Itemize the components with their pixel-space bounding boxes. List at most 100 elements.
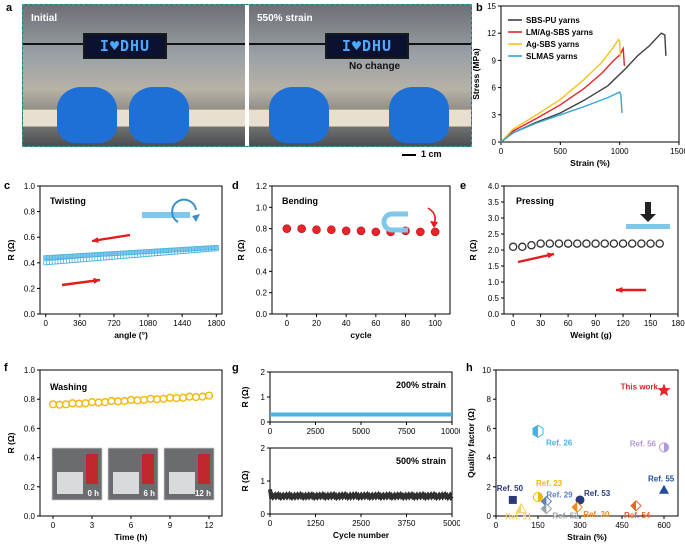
x-tick-label: 0 — [511, 319, 516, 328]
x-tick-label: 2500 — [307, 427, 325, 436]
x-tick-label: 360 — [73, 319, 87, 328]
data-point-half-fill — [533, 425, 538, 438]
y-tick-label: 0.4 — [24, 259, 36, 268]
data-point — [191, 392, 201, 402]
twist-arrow-icon — [171, 198, 197, 223]
y-tick-label: 3.0 — [488, 214, 500, 223]
glove-right-strained — [389, 87, 449, 143]
y-tick-label: 0.2 — [256, 289, 268, 298]
data-point — [120, 396, 129, 406]
y-tick-label: 2 — [261, 444, 266, 453]
x-tick-label: 90 — [591, 319, 600, 328]
data-point — [600, 239, 609, 248]
y-tick-label: 2 — [487, 483, 492, 492]
glove-left-strained — [269, 87, 329, 143]
series-line — [500, 46, 626, 143]
data-point — [213, 245, 219, 250]
point-label: Ref. 52 — [552, 512, 579, 521]
y-tick-label: 6 — [487, 424, 492, 433]
x-tick-label: 0 — [494, 521, 499, 530]
y-tick-label: 0.0 — [24, 310, 36, 319]
data-point — [100, 398, 110, 407]
panel-letter-f: f — [4, 362, 8, 374]
x-tick-label: 100 — [428, 319, 442, 328]
legend-label: Ag-SBS yarns — [526, 40, 580, 49]
y-tick-label: 0.0 — [256, 310, 268, 319]
scale-bar-label: 1 cm — [421, 149, 442, 159]
x-tick-label: 150 — [531, 521, 545, 530]
x-tick-label: 12 — [205, 521, 214, 530]
washing-time-label: 6 h — [143, 489, 155, 498]
scale-device — [113, 472, 139, 494]
point-label: Ref. 26 — [546, 438, 573, 447]
x-axis-label: Cycle number — [333, 530, 390, 540]
data-point-half-fill — [541, 496, 547, 507]
washing-time-label: 12 h — [195, 489, 211, 498]
data-point — [341, 226, 351, 236]
y-tick-label: 2.0 — [488, 246, 500, 255]
data-point — [81, 399, 90, 408]
x-tick-label: 0 — [499, 147, 504, 156]
data-point — [87, 398, 97, 407]
x-tick-label: 3 — [90, 521, 95, 530]
data-point — [609, 239, 619, 248]
y-tick-label: 2 — [261, 368, 266, 377]
x-tick-label: 150 — [644, 319, 658, 328]
x-tick-label: 0 — [43, 319, 48, 328]
legend-label: SBS-PU yarns — [526, 16, 580, 25]
x-tick-label: 9 — [168, 521, 173, 530]
y-axis-label: R (Ω) — [6, 239, 16, 260]
chart-quality-factor: 0 150 300 450 600 0 2 4 6 8 10 Strain (%) Quality fa… — [466, 366, 679, 542]
data-point — [172, 394, 181, 403]
y-tick-label: 0 — [487, 512, 492, 521]
data-point — [545, 239, 555, 248]
data-point — [297, 224, 306, 233]
y-axis-label: R (Ω) — [236, 239, 246, 260]
multimeter — [198, 454, 210, 484]
data-point — [508, 242, 518, 252]
chart-title: Bending — [282, 196, 318, 206]
cycle-trace-200 — [270, 412, 452, 417]
x-tick-label: 600 — [657, 521, 671, 530]
demo-photograph: I♥DHU Initial I♥DHU 550% strain No chang… — [22, 4, 472, 147]
y-axis-label: R (Ω) — [240, 470, 250, 491]
x-tick-label: 3750 — [398, 519, 416, 528]
x-tick-label: 2500 — [352, 519, 370, 528]
chart-bending: 0 20 40 60 80 100 0.0 0.2 0.4 0.6 0.8 1.0 1.2 cycle R … — [236, 182, 451, 340]
data-point — [371, 227, 381, 237]
data-point — [356, 226, 366, 236]
arrow-loading-head — [547, 252, 554, 259]
press-arrow-icon — [640, 214, 656, 222]
y-tick-label: 0.6 — [24, 424, 36, 433]
y-tick-label: 0.2 — [24, 284, 36, 293]
y-tick-label: 1.0 — [256, 203, 268, 212]
photo-label-initial: Initial — [31, 13, 58, 24]
x-tick-label: 40 — [342, 319, 351, 328]
x-tick-label: 720 — [107, 319, 121, 328]
data-point — [655, 239, 664, 248]
y-axis-label: Stress (MPa) — [471, 48, 481, 100]
x-tick-label: 0 — [268, 519, 273, 528]
x-tick-label: 5000 — [352, 427, 370, 436]
washing-time-label: 0 h — [87, 489, 99, 498]
data-point — [637, 239, 646, 248]
chart-title: 200% strain — [396, 380, 446, 390]
data-point — [55, 400, 64, 409]
panel-letter-e: e — [460, 180, 467, 192]
arrow-forward-head — [93, 277, 100, 284]
y-tick-label: 1.0 — [488, 278, 500, 287]
y-tick-label: 4 — [487, 454, 492, 463]
data-point — [146, 394, 155, 403]
x-tick-label: 1250 — [307, 519, 325, 528]
data-point-star — [657, 383, 671, 397]
data-point — [165, 393, 175, 402]
data-point — [113, 397, 123, 406]
point-label: Ref. 53 — [584, 489, 611, 498]
press-arrow-shaft-icon — [645, 202, 651, 214]
bend-arrow-head-icon — [430, 221, 438, 228]
panel-letter-d: d — [232, 180, 239, 192]
y-axis-label: R (Ω) — [240, 386, 250, 407]
arrow-unloading-head — [616, 286, 623, 294]
